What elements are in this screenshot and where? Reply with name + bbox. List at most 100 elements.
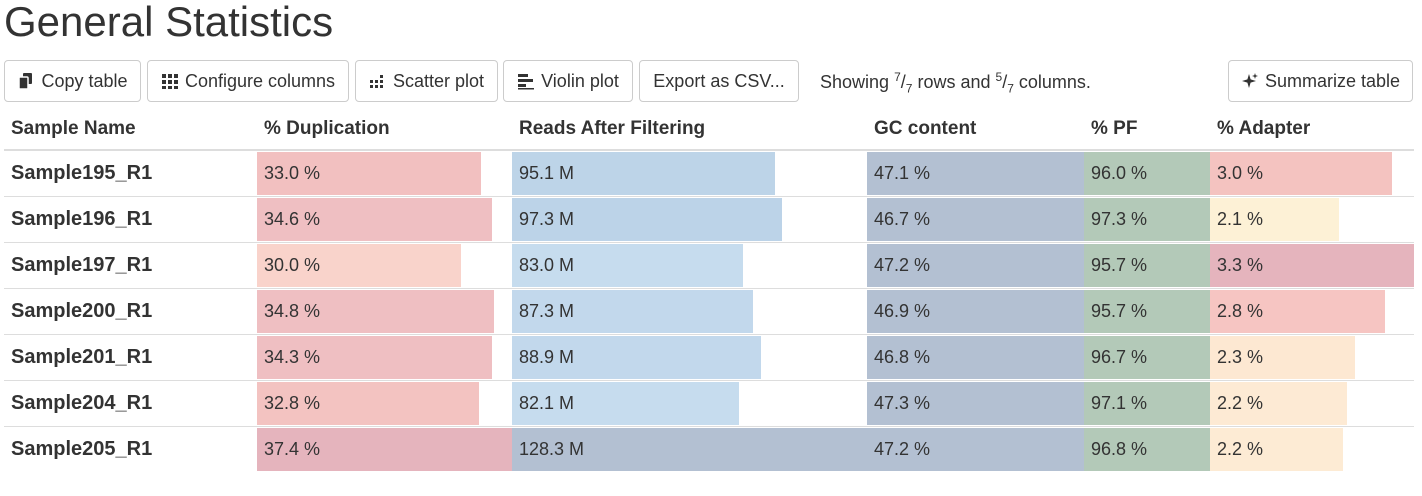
column-header-pf[interactable]: % PF [1084, 108, 1210, 151]
value-bar [867, 289, 1084, 333]
cell-value: 2.1 % [1217, 208, 1264, 229]
columns-shown: 5 [995, 70, 1003, 84]
cell-value: 95.7 % [1091, 254, 1148, 275]
value-bar [257, 197, 492, 241]
cell-value: 2.8 % [1217, 300, 1264, 321]
value-bar [257, 243, 461, 287]
column-header-adapter[interactable]: % Adapter [1210, 108, 1414, 151]
table-row: Sample204_R1 32.8 % 82.1 M 47.3 % 97.1 % 2.2 … [4, 379, 1414, 426]
value-bar [512, 152, 775, 195]
adapter-cell: 2.8 % [1210, 287, 1414, 334]
cell-value: 37.4 % [264, 438, 321, 459]
pf-cell: 95.7 % [1084, 241, 1210, 288]
cell-value: 82.1 M [519, 392, 575, 413]
duplication-cell: 32.8 % [257, 379, 512, 426]
table-row: Sample200_R1 34.8 % 87.3 M 46.9 % 95.7 % 2.8 … [4, 287, 1414, 334]
configure-columns-button[interactable]: Configure columns [147, 60, 349, 102]
cell-value: 30.0 % [264, 254, 321, 275]
value-bar [1210, 289, 1386, 333]
export-csv-label: Export as CSV... [653, 70, 785, 91]
page-title: General Statistics [4, 0, 334, 45]
configure-columns-label: Configure columns [184, 70, 336, 91]
violin-icon [517, 72, 535, 90]
sample-name-cell: Sample205_R1 [4, 425, 257, 472]
adapter-cell: 2.3 % [1210, 333, 1414, 380]
sample-name-cell: Sample200_R1 [4, 287, 257, 334]
pf-cell: 96.7 % [1084, 333, 1210, 380]
sample-name-cell: Sample195_R1 [4, 149, 257, 196]
value-bar [867, 243, 1084, 287]
summarize-table-label: Summarize table [1264, 70, 1401, 91]
value-bar [867, 335, 1084, 379]
value-bar [512, 243, 743, 287]
column-header-sample-name[interactable]: Sample Name [4, 108, 257, 151]
gc-content-cell: 46.9 % [867, 287, 1084, 334]
value-bar [1084, 152, 1210, 195]
duplication-cell: 37.4 % [257, 425, 512, 472]
cell-value: 47.2 % [874, 254, 931, 275]
showing-prefix: Showing [820, 72, 895, 92]
value-bar [1210, 427, 1343, 471]
value-bar [512, 289, 754, 333]
table-header-row: Sample Name % Duplication Reads After Fi… [4, 108, 1414, 151]
gc-content-cell: 46.8 % [867, 333, 1084, 380]
cell-value: 46.7 % [874, 208, 931, 229]
scatter-plot-label: Scatter plot [392, 70, 485, 91]
cell-value: 87.3 M [519, 300, 575, 321]
value-bar [1084, 197, 1210, 241]
cell-value: 96.0 % [1091, 162, 1148, 183]
scatter-plot-button[interactable]: Scatter plot [355, 60, 498, 102]
table-row: Sample197_R1 30.0 % 83.0 M 47.2 % 95.7 % 3.3 … [4, 241, 1414, 288]
reads-after-filtering-cell: 97.3 M [512, 195, 867, 242]
cell-value: 47.1 % [874, 162, 931, 183]
cell-value: 2.2 % [1217, 438, 1264, 459]
column-header-gc-content[interactable]: GC content [867, 108, 1084, 151]
summarize-table-button[interactable]: Summarize table [1228, 60, 1413, 102]
duplication-cell: 34.3 % [257, 333, 512, 380]
export-csv-button[interactable]: Export as CSV... [639, 60, 799, 102]
cell-value: 34.6 % [264, 208, 321, 229]
value-bar [1084, 427, 1210, 471]
value-bar [867, 197, 1084, 241]
value-bar [512, 197, 782, 241]
cell-value: 3.0 % [1217, 162, 1264, 183]
cell-value: 96.7 % [1091, 346, 1148, 367]
value-bar [257, 427, 512, 471]
value-bar [257, 381, 479, 425]
table-row: Sample205_R1 37.4 % 128.3 M 47.2 % 96.8 % 2.2… [4, 425, 1414, 472]
pf-cell: 97.3 % [1084, 195, 1210, 242]
value-bar [1084, 243, 1210, 287]
cell-value: 97.3 M [519, 208, 575, 229]
reads-after-filtering-cell: 82.1 M [512, 379, 867, 426]
cell-value: 46.9 % [874, 300, 931, 321]
columns-total: 7 [1007, 81, 1014, 96]
adapter-cell: 2.2 % [1210, 425, 1414, 472]
sparkle-icon [1241, 72, 1259, 90]
pf-cell: 97.1 % [1084, 379, 1210, 426]
column-header-reads-after-filtering[interactable]: Reads After Filtering [512, 108, 867, 151]
sample-name-cell: Sample196_R1 [4, 195, 257, 242]
cell-value: 46.8 % [874, 346, 931, 367]
gc-content-cell: 47.2 % [867, 425, 1084, 472]
reads-after-filtering-cell: 88.9 M [512, 333, 867, 380]
gc-content-cell: 46.7 % [867, 195, 1084, 242]
showing-suffix: columns. [1013, 72, 1091, 92]
value-bar [867, 427, 1084, 471]
duplication-cell: 34.6 % [257, 195, 512, 242]
column-header-duplication[interactable]: % Duplication [257, 108, 512, 151]
adapter-cell: 2.1 % [1210, 195, 1414, 242]
violin-plot-button[interactable]: Violin plot [503, 60, 633, 102]
cell-value: 47.2 % [874, 438, 931, 459]
copy-table-label: Copy table [41, 70, 128, 91]
value-bar [257, 152, 482, 195]
cell-value: 97.3 % [1091, 208, 1148, 229]
cell-value: 34.8 % [264, 300, 321, 321]
reads-after-filtering-cell: 95.1 M [512, 149, 867, 196]
value-bar [867, 381, 1084, 425]
scatter-icon [369, 72, 387, 90]
value-bar [512, 335, 761, 379]
sample-name-cell: Sample204_R1 [4, 379, 257, 426]
gc-content-cell: 47.3 % [867, 379, 1084, 426]
grid-icon [161, 72, 179, 90]
copy-table-button[interactable]: Copy table [4, 60, 141, 102]
